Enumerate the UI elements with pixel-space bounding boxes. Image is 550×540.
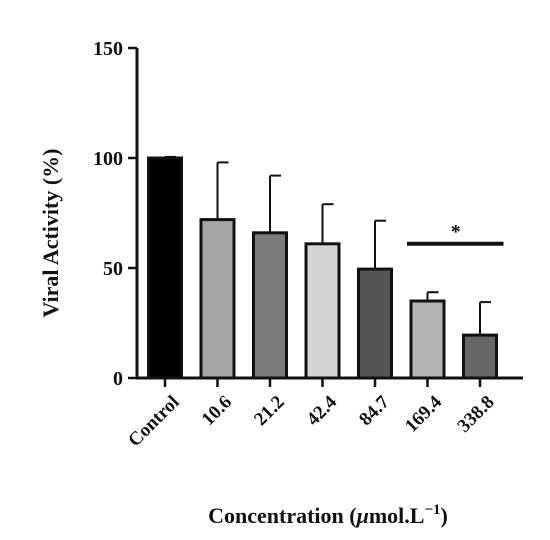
bar-338-8 [462,333,498,380]
x-tick-label: 169.4 [401,391,446,436]
bar-42-4 [304,242,341,380]
x-tick-label: 10.6 [198,392,236,430]
x-ticks: Control 10.6 21.2 42.4 84.7 169.4 338.8 [124,378,499,451]
bar-84-7 [357,267,393,380]
y-tick-label: 100 [93,148,123,170]
y-ticks: 0 50 100 150 [93,38,137,390]
significance-star: * [451,221,461,243]
error-bar-338-8 [479,301,491,336]
x-tick-label: 338.8 [454,392,499,437]
x-tick-label: 21.2 [250,392,288,430]
error-bars-layer [164,155,491,336]
bar-control [147,156,183,380]
y-axis-title: Viral Activity (%) [38,148,63,317]
bars-layer [147,156,498,380]
bar-169-4 [409,299,446,380]
y-tick-label: 0 [113,368,123,390]
y-tick-label: 150 [93,38,123,60]
error-bar-42-4 [321,203,334,244]
y-tick-label: 50 [103,258,123,280]
bar-21-2 [252,231,288,380]
axes-layer [135,48,523,380]
x-axis-title: Concentration (μmol.L−1) [208,502,448,528]
bar-10-6 [199,218,236,380]
x-tick-label: 42.4 [303,391,342,430]
x-tick-label: 84.7 [355,391,394,430]
significance-annotation: * [407,221,504,246]
error-bar-84-7 [374,219,386,270]
error-bar-169-4 [426,291,439,301]
error-bar-control [164,155,176,158]
x-tick-label: Control [124,392,183,451]
error-bar-10-6 [216,161,229,220]
error-bar-21-2 [269,174,281,233]
